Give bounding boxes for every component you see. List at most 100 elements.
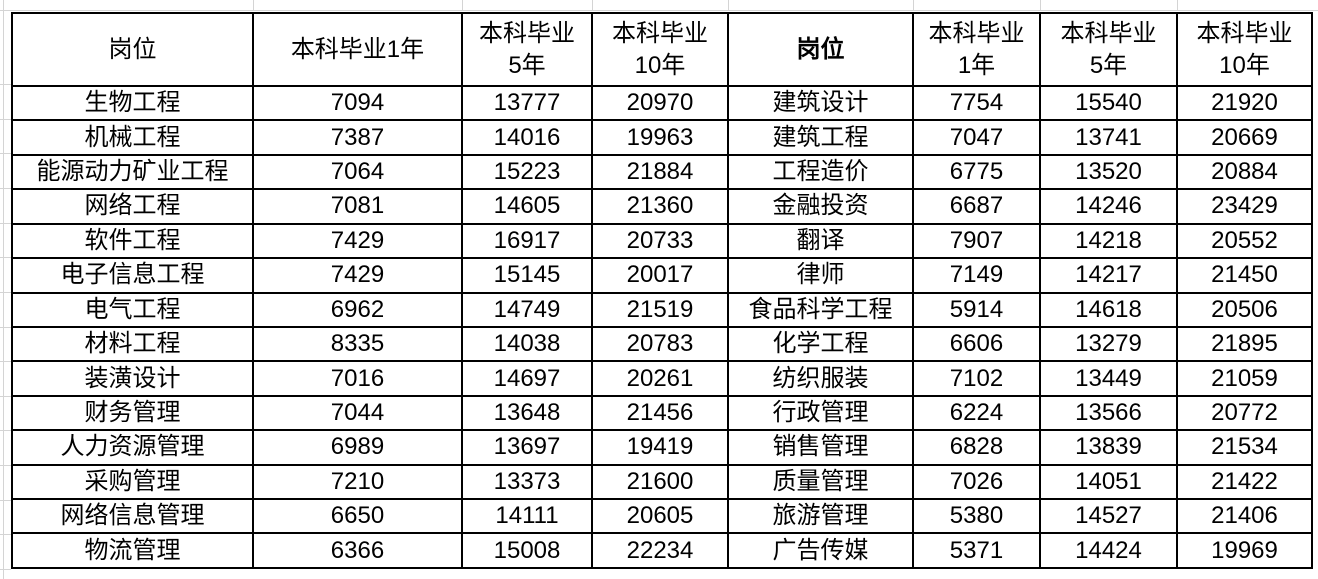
cell-value: 7754	[912, 84, 1041, 122]
cell-value: 7907	[912, 222, 1041, 260]
cell-value: 20669	[1176, 119, 1313, 156]
cell-position: 行政管理	[727, 394, 914, 432]
cell-position: 机械工程	[11, 119, 254, 156]
table-row: 人力资源管理 6989 13697 19419 销售管理 6828 13839 21534	[11, 429, 1313, 466]
cell-value: 21456	[591, 394, 729, 432]
cell-value: 20884	[1176, 153, 1313, 191]
cell-value: 22234	[591, 532, 729, 569]
cell-position: 电气工程	[11, 291, 254, 328]
cell-position: 翻译	[727, 222, 914, 260]
cell-position: 质量管理	[727, 463, 914, 501]
cell-value: 20017	[591, 257, 729, 294]
header-row: 岗位 本科毕业1年 本科毕业 5年 本科毕业 10年 岗位 本科毕业 1年 本科…	[11, 12, 1313, 87]
gridline-row-tick	[0, 569, 11, 570]
cell-value: 20552	[1176, 222, 1313, 260]
cell-value: 13373	[461, 463, 593, 501]
gridline-row-tick	[0, 465, 11, 466]
cell-position: 广告传媒	[727, 532, 914, 569]
header-position-left: 岗位	[11, 12, 254, 87]
table-row: 财务管理 7044 13648 21456 行政管理 6224 13566 20772	[11, 394, 1313, 432]
table-row: 电子信息工程 7429 15145 20017 律师 7149 14217 21450	[11, 257, 1313, 294]
cell-value: 21895	[1176, 325, 1313, 363]
table-row: 机械工程 7387 14016 19963 建筑工程 7047 13741 20669	[11, 119, 1313, 156]
cell-value: 20506	[1176, 291, 1313, 328]
gridline-row-tick	[0, 499, 11, 501]
cell-value: 15145	[461, 257, 593, 294]
cell-value: 13839	[1039, 429, 1178, 466]
cell-value: 7149	[912, 257, 1041, 294]
header-year1-right: 本科毕业 1年	[912, 12, 1041, 87]
gridline-column-tick	[253, 0, 254, 10]
cell-value: 7026	[912, 463, 1041, 501]
cell-value: 6606	[912, 325, 1041, 363]
cell-value: 14016	[461, 119, 593, 156]
gridline-column-tick	[1040, 0, 1041, 10]
cell-value: 14217	[1039, 257, 1178, 294]
cell-value: 5914	[912, 291, 1041, 328]
cell-position: 纺织服装	[727, 360, 914, 397]
gridline-row-tick	[0, 291, 11, 293]
table-row: 网络工程 7081 14605 21360 金融投资 6687 14246 23429	[11, 188, 1313, 225]
table-row: 生物工程 7094 13777 20970 建筑设计 7754 15540 21920	[11, 84, 1313, 122]
cell-position: 能源动力矿业工程	[11, 153, 254, 191]
cell-position: 电子信息工程	[11, 257, 254, 294]
cell-value: 5380	[912, 498, 1041, 535]
cell-value: 21360	[591, 188, 729, 225]
cell-value: 6224	[912, 394, 1041, 432]
table-row: 网络信息管理 6650 14111 20605 旅游管理 5380 14527 21406	[11, 498, 1313, 535]
cell-position: 律师	[727, 257, 914, 294]
cell-value: 21406	[1176, 498, 1313, 535]
cell-value: 13648	[461, 394, 593, 432]
cell-value: 6989	[252, 429, 463, 466]
cell-value: 13566	[1039, 394, 1178, 432]
cell-value: 21920	[1176, 84, 1313, 122]
cell-position: 食品科学工程	[727, 291, 914, 328]
cell-value: 7102	[912, 360, 1041, 397]
header-year10-left: 本科毕业 10年	[591, 12, 729, 87]
cell-position: 旅游管理	[727, 498, 914, 535]
gridline-column-tick	[592, 0, 593, 10]
cell-value: 13697	[461, 429, 593, 466]
header-year5-left: 本科毕业 5年	[461, 12, 593, 87]
table-row: 电气工程 6962 14749 21519 食品科学工程 5914 14618 20506	[11, 291, 1313, 328]
cell-value: 7064	[252, 153, 463, 191]
cell-value: 6366	[252, 532, 463, 569]
cell-value: 20733	[591, 222, 729, 260]
gridline-row-tick	[0, 118, 11, 120]
cell-value: 14051	[1039, 463, 1178, 501]
cell-value: 6775	[912, 153, 1041, 191]
cell-position: 工程造价	[727, 153, 914, 191]
cell-value: 21519	[591, 291, 729, 328]
cell-value: 7044	[252, 394, 463, 432]
cell-position: 网络信息管理	[11, 498, 254, 535]
cell-value: 21884	[591, 153, 729, 191]
gridline-vertical	[3, 0, 4, 579]
cell-position: 建筑工程	[727, 119, 914, 156]
cell-position: 软件工程	[11, 222, 254, 260]
cell-value: 6962	[252, 291, 463, 328]
cell-value: 14697	[461, 360, 593, 397]
gridline-row-tick	[0, 187, 11, 189]
cell-value: 6687	[912, 188, 1041, 225]
salary-table: 岗位 本科毕业1年 本科毕业 5年 本科毕业 10年 岗位 本科毕业 1年 本科…	[11, 12, 1313, 569]
cell-value: 14038	[461, 325, 593, 363]
cell-position: 网络工程	[11, 188, 254, 225]
header-year5-right: 本科毕业 5年	[1039, 12, 1178, 87]
table-row: 物流管理 6366 15008 22234 广告传媒 5371 14424 19969	[11, 532, 1313, 569]
gridline-column-tick	[1177, 0, 1178, 10]
gridline-column-tick	[728, 0, 729, 10]
cell-value: 13741	[1039, 119, 1178, 156]
cell-value: 7429	[252, 222, 463, 260]
cell-value: 7047	[912, 119, 1041, 156]
cell-position: 物流管理	[11, 532, 254, 569]
cell-value: 14618	[1039, 291, 1178, 328]
cell-value: 14111	[461, 498, 593, 535]
cell-value: 14218	[1039, 222, 1178, 260]
gridline-row-tick	[0, 84, 11, 85]
cell-value: 13520	[1039, 153, 1178, 191]
cell-value: 7429	[252, 257, 463, 294]
header-position-right: 岗位	[727, 12, 914, 87]
cell-value: 5371	[912, 532, 1041, 569]
cell-value: 15008	[461, 532, 593, 569]
cell-value: 14246	[1039, 188, 1178, 225]
